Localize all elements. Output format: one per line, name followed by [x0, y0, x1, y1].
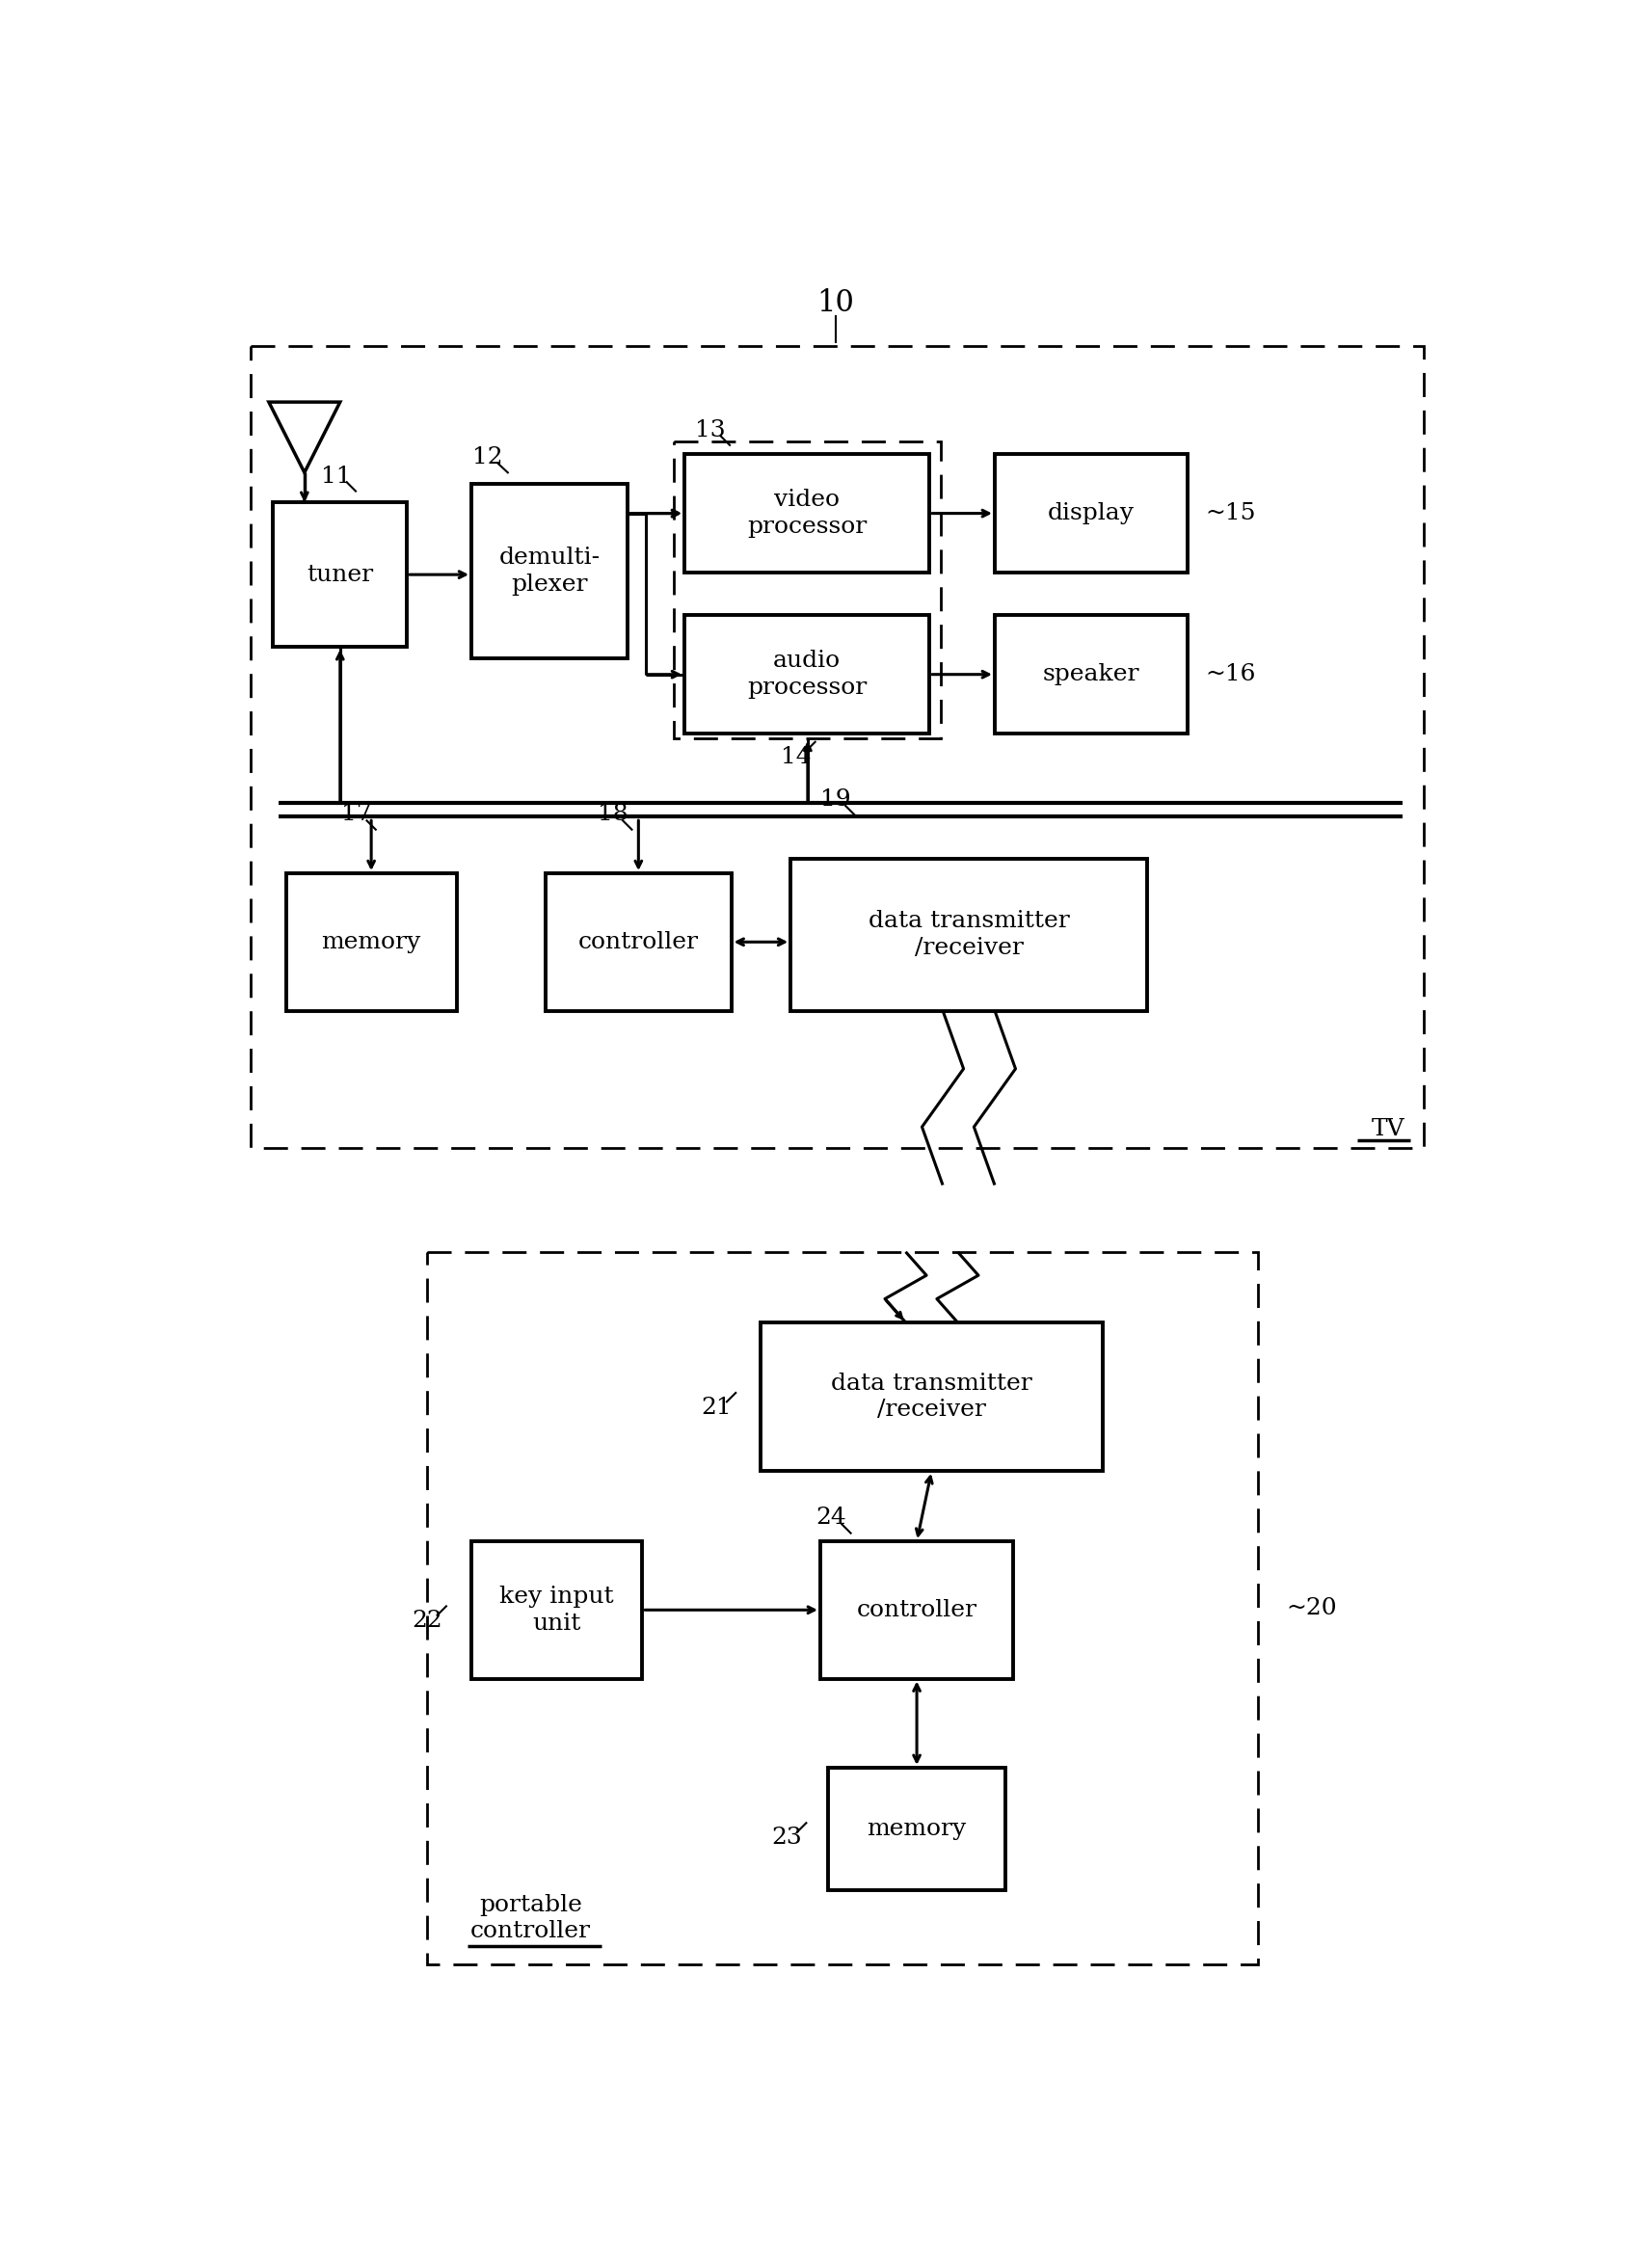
Text: /receiver: /receiver [877, 1399, 987, 1422]
Text: controller: controller [856, 1599, 977, 1622]
Text: plexer: plexer [511, 574, 587, 594]
Bar [762, 1322, 1103, 1470]
Text: 13: 13 [695, 420, 726, 442]
Text: ~20: ~20 [1287, 1597, 1337, 1619]
Text: data transmitter: data transmitter [868, 909, 1070, 932]
Text: memory: memory [321, 930, 421, 953]
Bar [820, 1542, 1013, 1678]
Text: key input: key input [499, 1585, 613, 1608]
Text: ~15: ~15 [1205, 501, 1256, 524]
Text: 23: 23 [771, 1826, 802, 1848]
Text: portable: portable [480, 1894, 582, 1916]
Text: 18: 18 [597, 803, 628, 826]
Bar [251, 347, 1424, 1148]
Text: display: display [1047, 501, 1135, 524]
Bar [995, 615, 1187, 735]
Bar [685, 454, 930, 574]
Text: audio: audio [773, 651, 840, 671]
Bar [427, 1252, 1258, 1964]
Text: 12: 12 [473, 447, 502, 469]
Text: demulti-: demulti- [499, 547, 600, 569]
Bar [685, 615, 930, 735]
Text: controller: controller [471, 1919, 590, 1941]
Text: processor: processor [747, 515, 866, 538]
Bar [546, 873, 731, 1012]
Text: ~16: ~16 [1205, 662, 1256, 685]
Bar [471, 1542, 643, 1678]
Text: 11: 11 [321, 465, 352, 488]
Text: TV: TV [1372, 1118, 1404, 1141]
Text: data transmitter: data transmitter [832, 1372, 1032, 1395]
Bar [471, 483, 628, 658]
Text: 24: 24 [816, 1506, 846, 1529]
Text: 22: 22 [411, 1610, 442, 1633]
Bar [285, 873, 457, 1012]
Text: processor: processor [747, 676, 866, 699]
Bar [274, 501, 406, 646]
Text: 17: 17 [341, 803, 372, 826]
Text: /receiver: /receiver [915, 937, 1023, 959]
Text: 10: 10 [817, 288, 855, 318]
Bar [674, 442, 941, 739]
Text: unit: unit [533, 1613, 581, 1635]
Text: memory: memory [868, 1819, 967, 1839]
Bar [791, 860, 1147, 1012]
Text: speaker: speaker [1042, 662, 1140, 685]
Bar [995, 454, 1187, 574]
Text: tuner: tuner [307, 562, 373, 585]
Bar [827, 1767, 1006, 1889]
Text: 19: 19 [820, 787, 850, 810]
Text: 21: 21 [701, 1397, 732, 1420]
Text: 14: 14 [781, 746, 811, 769]
Text: controller: controller [579, 930, 698, 953]
Text: video: video [775, 490, 840, 510]
